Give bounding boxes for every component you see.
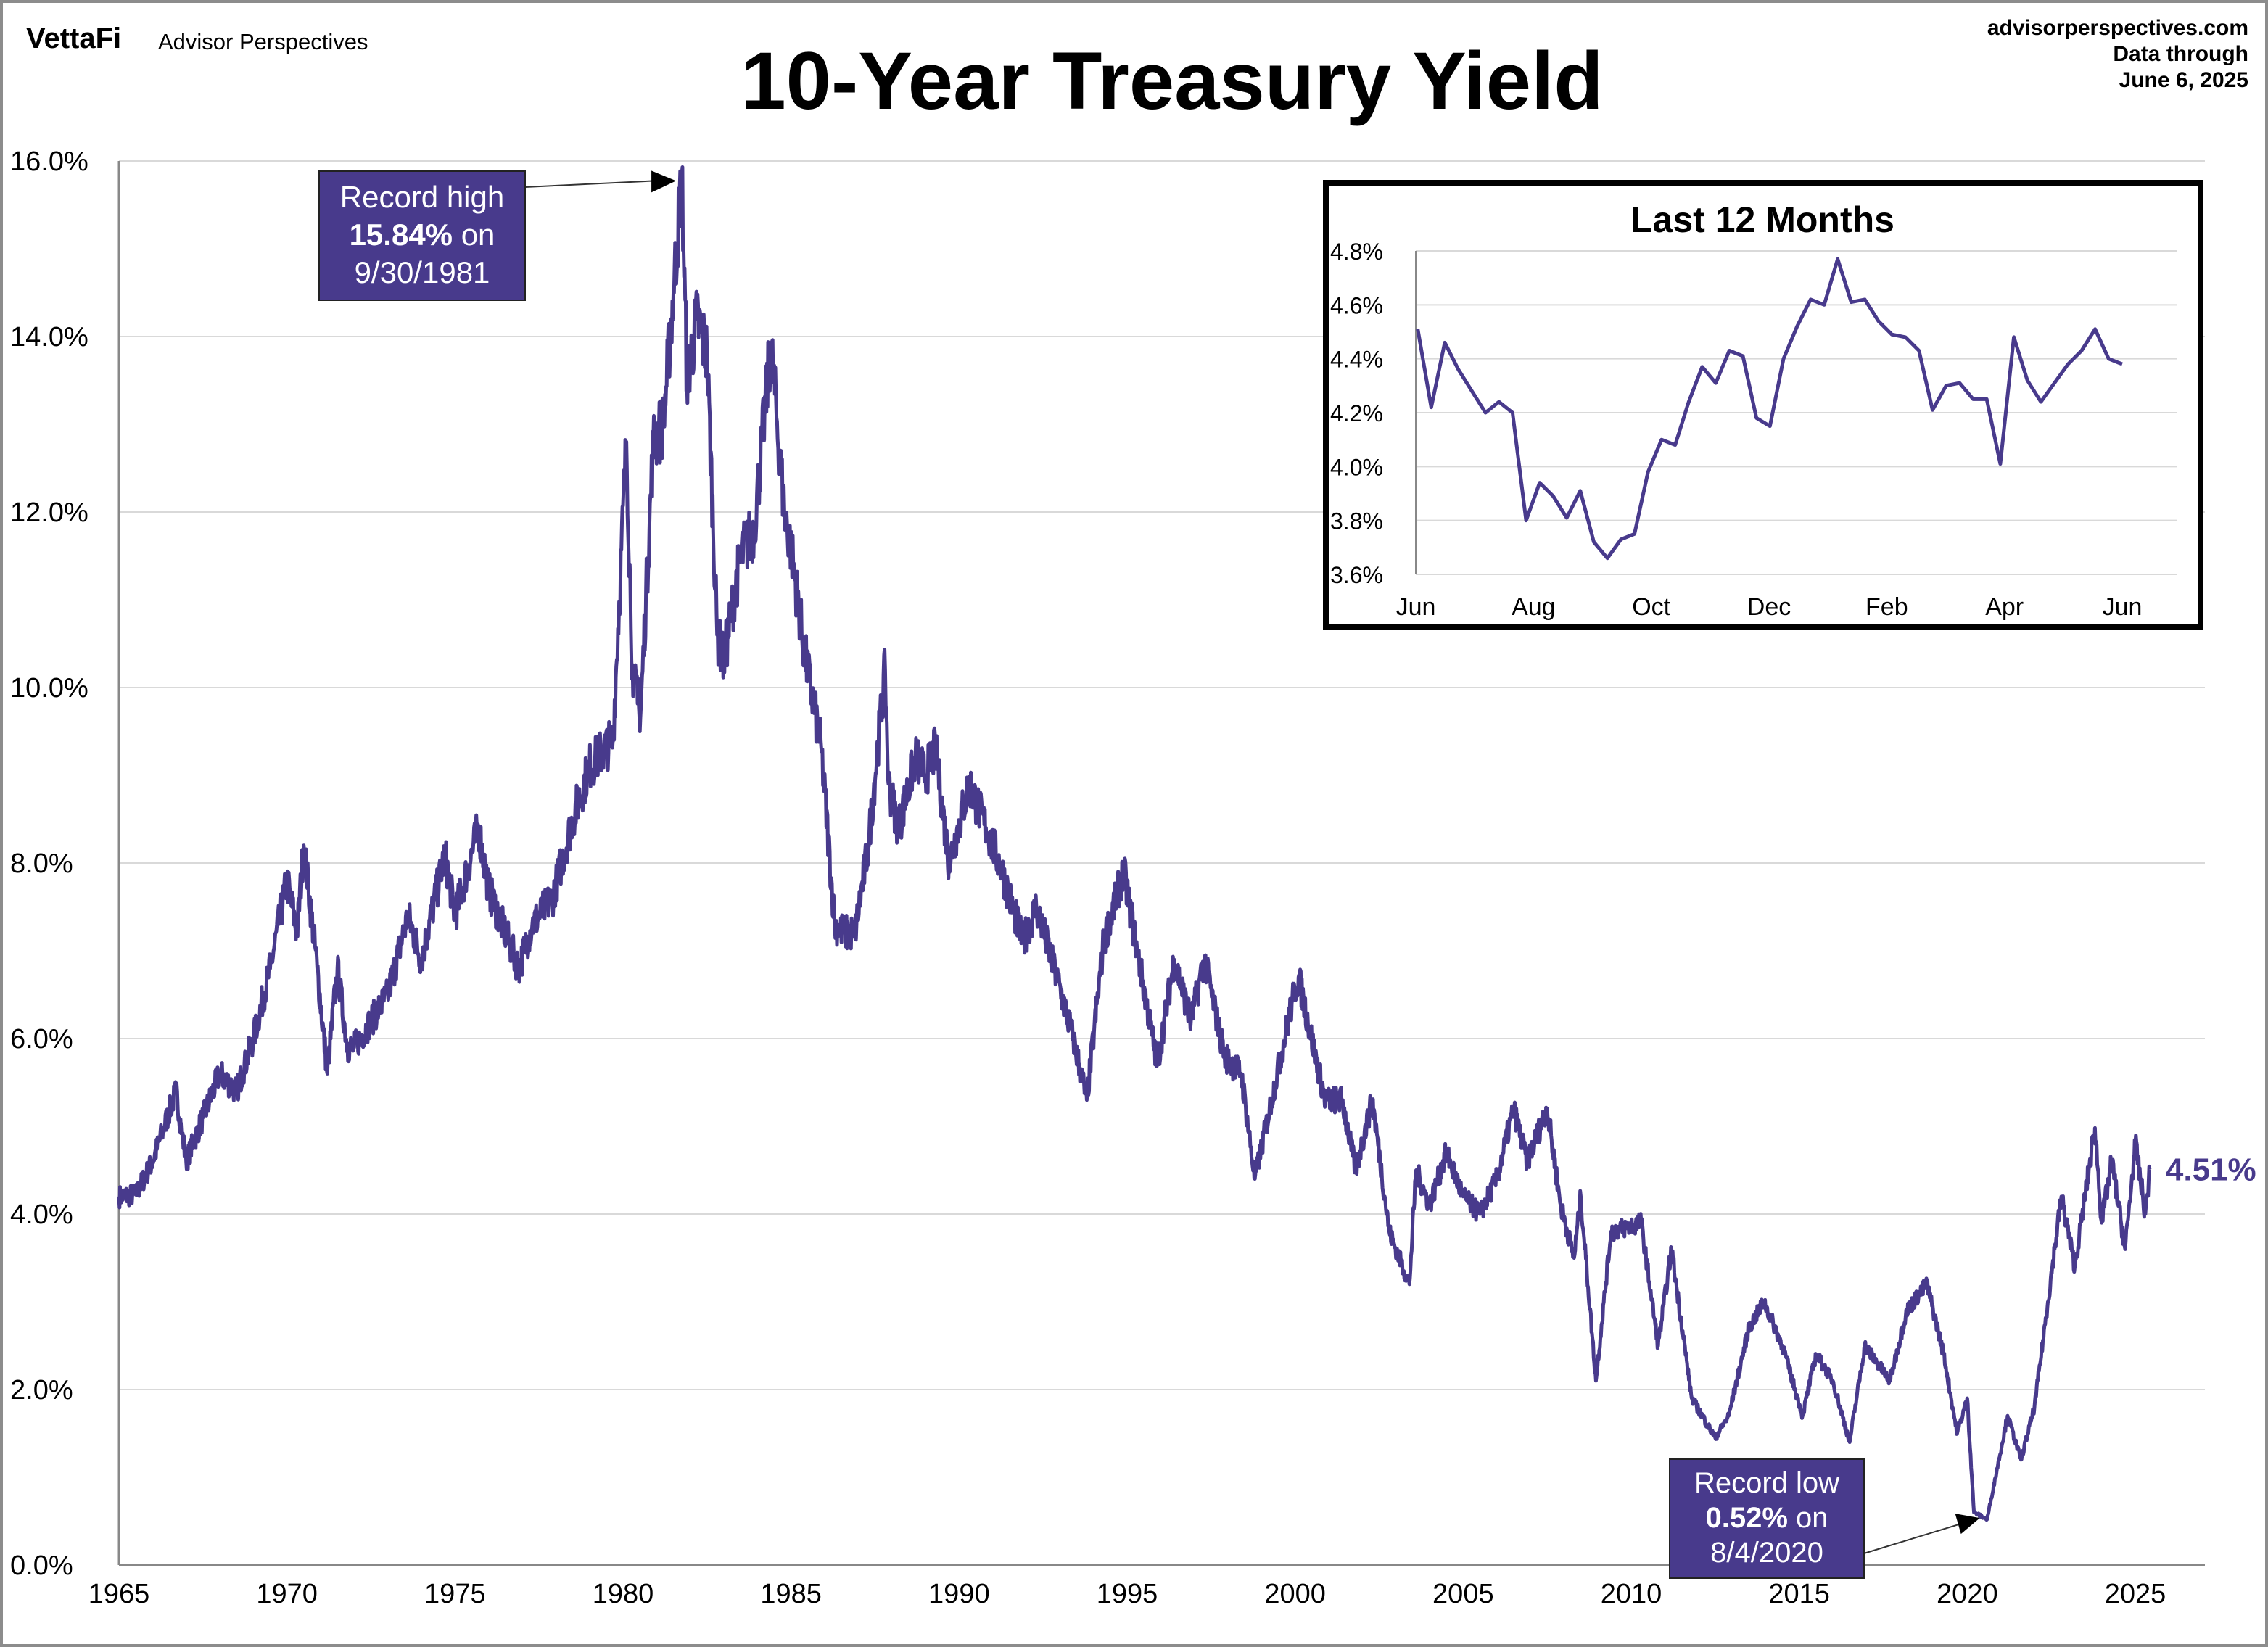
y-tick-label: 4.0% [10,1200,73,1230]
inset-y-tick-label: 4.0% [1330,454,1383,480]
inset-x-axis: Jun Aug Oct Dec Feb Apr Jun [1396,593,2143,621]
brand-name: Advisor Perspectives [158,29,368,54]
record-low-title: Record low [1694,1467,1839,1499]
inset-x-tick-label: Feb [1865,593,1908,621]
inset-x-tick-label: Dec [1747,593,1791,621]
y-tick-label: 10.0% [10,673,88,703]
x-tick-label: 1965 [88,1579,150,1609]
y-tick-label: 16.0% [10,146,88,177]
y-tick-label: 12.0% [10,498,88,528]
inset-y-tick-label: 3.8% [1330,508,1383,534]
x-tick-label: 2000 [1264,1579,1326,1609]
record-high-date: 9/30/1981 [355,255,490,289]
record-low-annotation: Record low 0.52% on 8/4/2020 [1669,1458,1980,1579]
inset-x-tick-label: Jun [1396,593,1436,621]
inset-series-line [1416,257,2123,561]
x-tick-label: 1980 [593,1579,654,1609]
inset-y-tick-label: 4.4% [1330,347,1383,373]
vettafi-logo: VettaFi [26,22,121,54]
record-low-date: 8/4/2020 [1710,1537,1823,1569]
x-tick-label: 1975 [424,1579,486,1609]
data-through-date: June 6, 2025 [2119,68,2248,92]
inset-y-tick-label: 4.6% [1330,292,1383,318]
x-tick-label: 1995 [1097,1579,1158,1609]
inset-y-tick-label: 3.6% [1330,562,1383,588]
y-tick-label: 6.0% [10,1024,73,1054]
inset-y-axis: 3.6% 3.8% 4.0% 4.2% 4.4% 4.6% 4.8% [1330,239,1383,588]
record-high-on: on [453,218,495,252]
x-tick-label: 1985 [760,1579,822,1609]
inset-y-tick-label: 4.8% [1330,239,1383,265]
inset-y-tick-label: 4.2% [1330,400,1383,426]
main-series-line [117,165,2152,1522]
inset-gridlines [1415,250,2177,575]
y-tick-label: 0.0% [10,1551,73,1581]
main-y-axis: 0.0% 2.0% 4.0% 6.0% 8.0% 10.0% 12.0% 14.0% 16.0% [10,146,88,1581]
svg-text:15.84% on: 15.84% on [350,218,495,252]
inset-x-tick-label: Apr [1985,593,2024,621]
inset-x-tick-label: Oct [1632,593,1670,621]
last-value-label: 4.51% [2166,1152,2256,1187]
inset-title: Last 12 Months [1630,199,1894,240]
record-high-value: 15.84% [350,218,453,252]
inset-x-tick-label: Aug [1512,593,1556,621]
y-tick-label: 2.0% [10,1375,73,1405]
x-tick-label: 2005 [1432,1579,1494,1609]
main-x-axis: 1965 1970 1975 1980 1985 1990 1995 2000 2005 2010… [88,1579,2166,1609]
x-tick-label: 2015 [1768,1579,1830,1609]
x-tick-label: 1990 [928,1579,990,1609]
site-url: advisorperspectives.com [1987,16,2248,40]
inset-frame [1323,180,2203,630]
record-high-title: Record high [340,180,504,214]
y-tick-label: 14.0% [10,322,88,352]
inset-x-tick-label: Jun [2103,593,2143,621]
x-tick-label: 2010 [1601,1579,1662,1609]
record-high-annotation: Record high 15.84% on 9/30/1981 [318,170,677,301]
x-tick-label: 2025 [2105,1579,2166,1609]
x-tick-label: 1970 [256,1579,318,1609]
svg-text:0.52% on: 0.52% on [1705,1502,1828,1534]
data-through-label: Data through [2113,42,2248,66]
y-tick-label: 8.0% [10,849,73,879]
record-low-value: 0.52% [1705,1502,1787,1534]
x-tick-label: 2020 [1937,1579,1998,1609]
chart-title: 10-Year Treasury Yield [741,36,1603,126]
record-low-on: on [1788,1502,1828,1534]
inset-chart: Last 12 Months 3.6% 3.8% 4.0% 4.2% 4.4% 4.6% 4… [1323,180,2203,630]
